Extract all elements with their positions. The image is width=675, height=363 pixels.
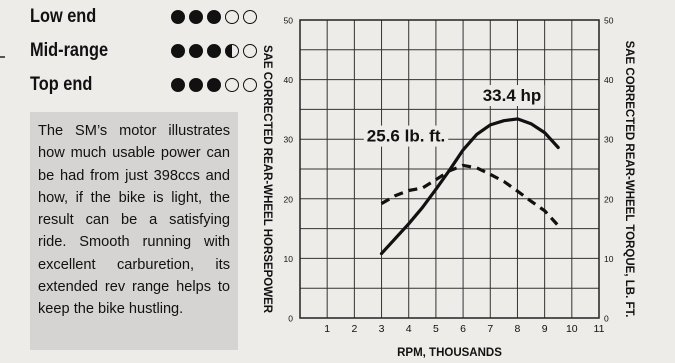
y-tick-label-left: 30 xyxy=(284,135,294,145)
rating-dot xyxy=(189,10,203,24)
y-tick-label-left: 40 xyxy=(284,75,294,85)
rating-dot xyxy=(207,10,221,24)
rating-dot xyxy=(189,44,203,58)
x-tick-label: 10 xyxy=(566,323,578,335)
rating-dots xyxy=(171,44,263,60)
x-tick-label: 1 xyxy=(324,323,330,335)
rating-dot xyxy=(207,44,221,58)
rating-row-low-end: Low end xyxy=(30,6,257,32)
review-blurb: The SM’s motor illustrates how much usab… xyxy=(30,112,238,350)
edge-tick xyxy=(0,56,5,58)
chart-series xyxy=(379,117,560,256)
y-tick-label-left: 50 xyxy=(284,16,294,26)
x-tick-label: 4 xyxy=(406,323,412,335)
y-tick-label-right: 10 xyxy=(604,254,614,264)
chart-frame xyxy=(299,19,600,319)
x-tick-label: 11 xyxy=(594,323,605,335)
y-tick-label-right: 30 xyxy=(604,135,614,145)
y-axis-label-right: SAE CORRECTED REAR-WHEEL TORQUE, LB. FT. xyxy=(623,41,635,318)
y-tick-label-right: 20 xyxy=(604,194,614,204)
rating-dot xyxy=(225,78,239,92)
rating-dot xyxy=(171,44,185,58)
y-tick-label-left: 10 xyxy=(284,254,294,264)
x-tick-label: 8 xyxy=(515,323,521,335)
x-tick-label: 9 xyxy=(542,323,548,335)
y-tick-label-right: 50 xyxy=(604,16,614,26)
rating-dots xyxy=(171,78,263,94)
x-axis-label: RPM, THOUSANDS xyxy=(397,347,502,358)
rating-dot xyxy=(243,44,257,58)
rating-dot xyxy=(171,10,185,24)
rating-dot xyxy=(225,44,239,58)
y-axis-label-left: SAE CORRECTED REAR-WHEEL HORSEPOWER xyxy=(261,45,273,314)
rating-dots xyxy=(171,10,263,26)
x-tick-label: 2 xyxy=(351,323,357,335)
y-tick-label-left: 0 xyxy=(288,314,293,324)
rating-dot xyxy=(243,10,257,24)
rating-row-mid-range: Mid-range xyxy=(30,40,257,66)
rating-label: Top end xyxy=(30,74,93,95)
torque-line xyxy=(380,163,560,227)
x-tick-label: 3 xyxy=(379,323,385,335)
x-tick-label: 6 xyxy=(460,323,466,335)
chart-grid xyxy=(300,20,599,318)
dyno-chart: 1 2 3 4 5 6 7 8 9 10 11 0 0 10 10 20 20 30 30 40 40 50 50 33.4… xyxy=(250,0,675,360)
x-tick-label: 5 xyxy=(433,323,439,335)
y-tick-label-left: 20 xyxy=(284,194,294,204)
rating-dot xyxy=(207,78,221,92)
annotation-background xyxy=(479,85,545,107)
rating-dot xyxy=(243,78,257,92)
peak-torque-label: 25.6 lb. ft. xyxy=(367,127,445,146)
review-panel: Low end Mid-range Top end The SM’s motor… xyxy=(0,0,257,358)
horsepower-line xyxy=(379,117,560,256)
rating-dot xyxy=(225,10,239,24)
annotation-background xyxy=(363,125,449,147)
peak-hp-label: 33.4 hp xyxy=(483,86,542,105)
rating-label: Low end xyxy=(30,6,97,27)
chart-annotations: 33.4 hp 25.6 lb. ft. xyxy=(363,85,545,147)
y-tick-label-right: 40 xyxy=(604,75,614,85)
rating-label: Mid-range xyxy=(30,40,109,61)
y-tick-label-right: 0 xyxy=(604,314,609,324)
rating-dot xyxy=(189,78,203,92)
rating-dot xyxy=(171,78,185,92)
rating-row-top-end: Top end xyxy=(30,74,257,100)
x-tick-label: 7 xyxy=(487,323,493,335)
